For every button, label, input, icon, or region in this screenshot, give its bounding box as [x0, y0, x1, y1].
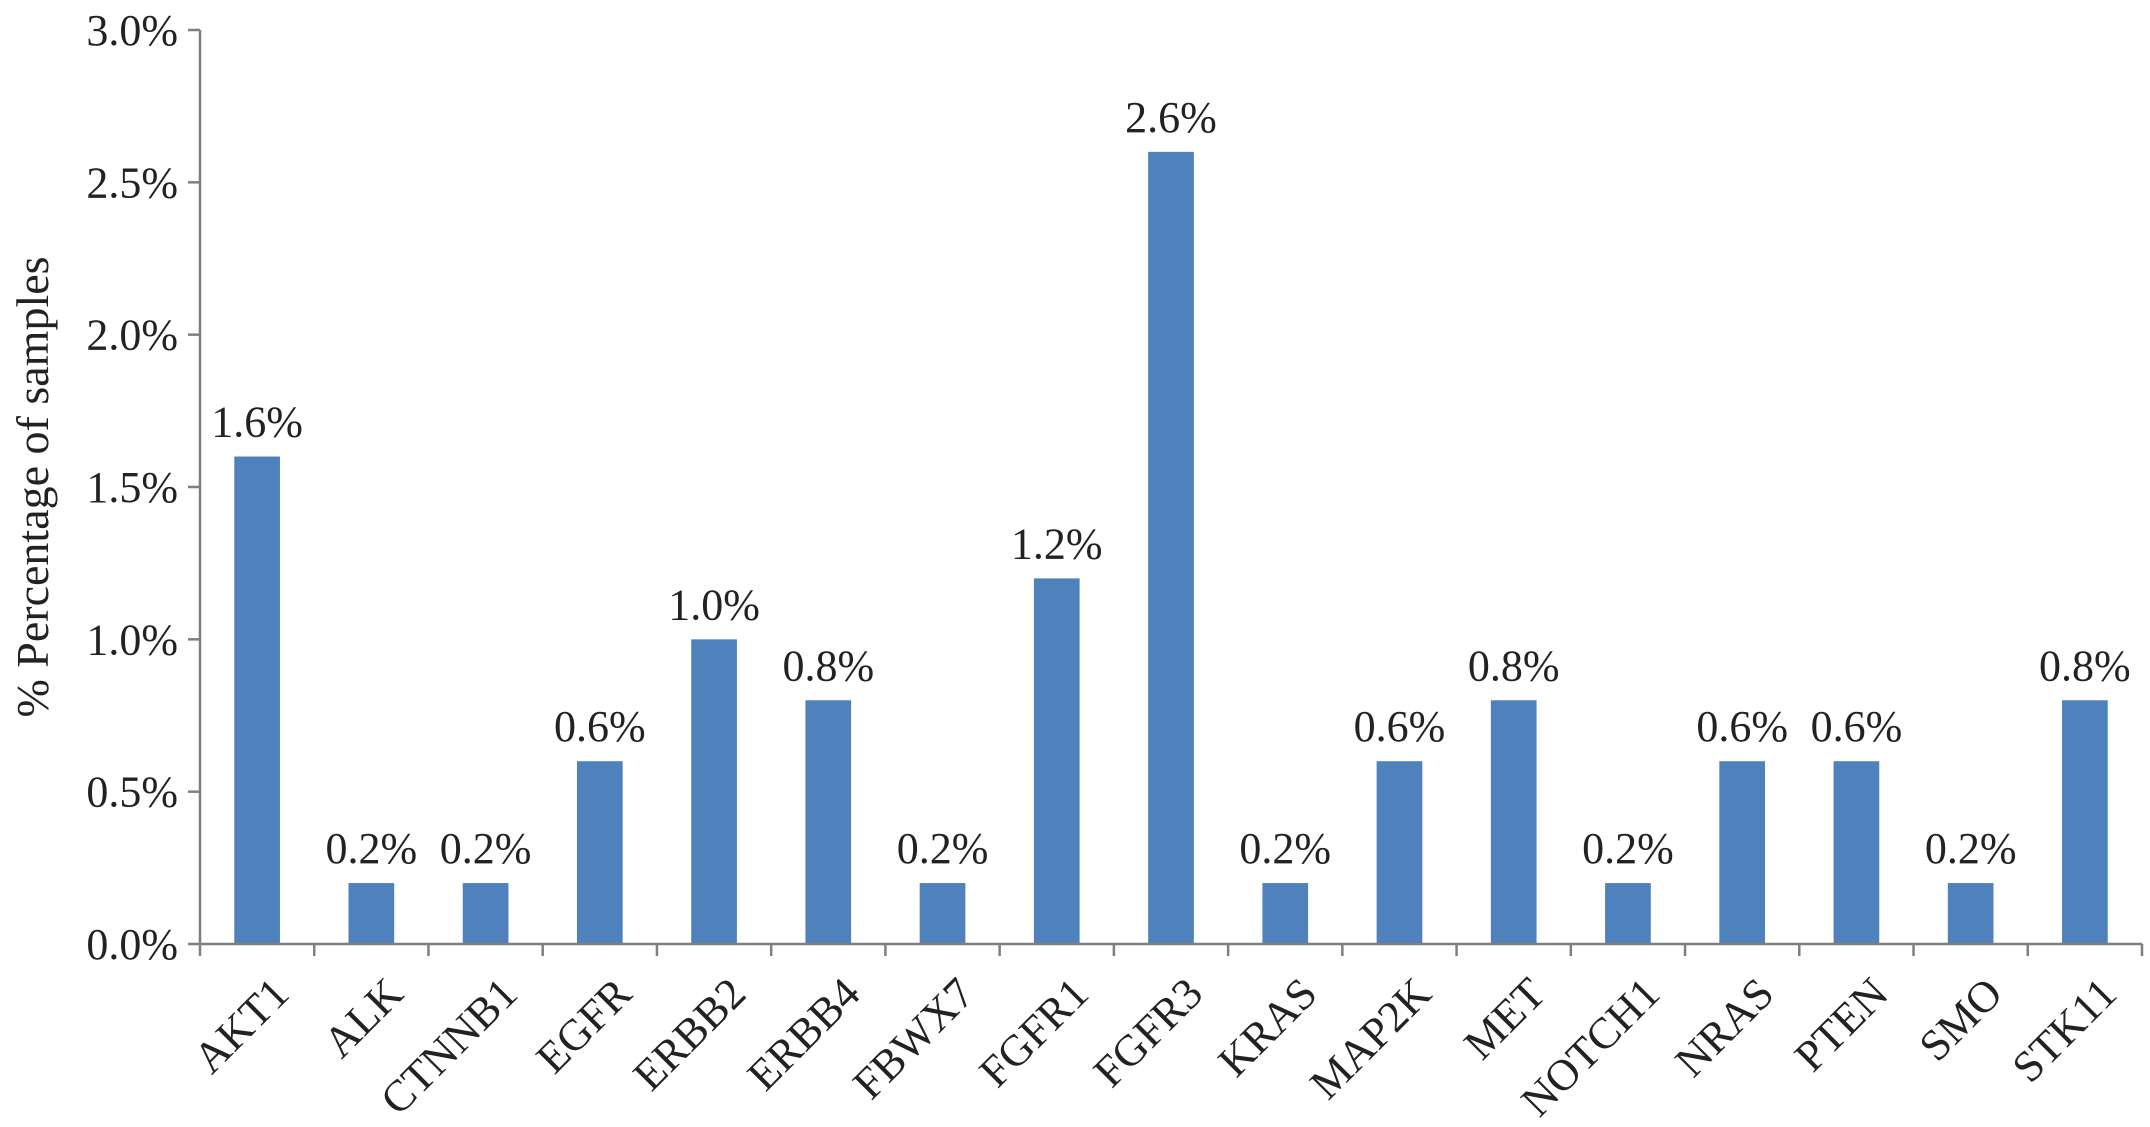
- data-label-fgfr3: 2.6%: [1125, 93, 1217, 142]
- x-tick-label: NRAS: [1666, 968, 1784, 1086]
- bar-erbb4: [805, 700, 852, 944]
- x-tick-label: FGFR1: [970, 968, 1098, 1096]
- y-axis: 0.0% 0.5% 1.0% 1.5% 2.0% 2.5% 3.0%: [86, 6, 202, 969]
- x-tick-label: PTEN: [1785, 968, 1897, 1080]
- y-tick-label: 0.0%: [86, 920, 178, 969]
- x-tick-label: MET: [1455, 968, 1555, 1068]
- data-label-erbb4: 0.8%: [782, 641, 874, 690]
- data-label-egfr: 0.6%: [554, 702, 646, 751]
- bar-alk: [348, 883, 395, 944]
- y-tick-label: 3.0%: [86, 6, 178, 55]
- bar-smo: [1947, 883, 1994, 944]
- y-tick-label: 1.0%: [86, 615, 178, 664]
- bar-stk11: [2062, 700, 2108, 944]
- x-tick-label: SMO: [1910, 968, 2012, 1070]
- data-label-map2k: 0.6%: [1354, 702, 1446, 751]
- data-label-nras: 0.6%: [1696, 702, 1788, 751]
- data-label-smo: 0.2%: [1925, 824, 2017, 873]
- bar-map2k: [1376, 761, 1423, 944]
- y-axis-title: % Percentage of samples: [7, 256, 58, 717]
- bar-fbwx7: [919, 883, 966, 944]
- data-label-met: 0.8%: [1468, 641, 1560, 690]
- bar-series: [234, 151, 2108, 944]
- y-tick-label: 2.0%: [86, 311, 178, 360]
- x-tick-label: MAP2K: [1300, 968, 1440, 1108]
- bar-pten: [1833, 761, 1880, 944]
- data-label-fbwx7: 0.2%: [897, 824, 989, 873]
- data-label-alk: 0.2%: [326, 824, 418, 873]
- data-label-fgfr1: 1.2%: [1011, 519, 1103, 568]
- x-tick-label: FGFR3: [1084, 968, 1212, 1096]
- data-label-erbb2: 1.0%: [668, 580, 760, 629]
- y-tick-label: 0.5%: [86, 768, 178, 817]
- data-labels: 1.6% 0.2% 0.2% 0.6% 1.0% 0.8% 0.2% 1.2% 2.6% 0.2%…: [211, 93, 2130, 873]
- data-label-akt1: 1.6%: [211, 398, 303, 447]
- data-label-pten: 0.6%: [1811, 702, 1903, 751]
- x-tick-label: ALK: [314, 968, 413, 1067]
- data-label-notch1: 0.2%: [1582, 824, 1674, 873]
- x-tick-label: ERBB2: [624, 968, 755, 1099]
- bar-akt1: [234, 456, 280, 944]
- bar-nras: [1719, 761, 1766, 944]
- bar-kras: [1262, 883, 1309, 944]
- x-tick-label: AKT1: [184, 968, 298, 1082]
- bar-fgfr3: [1148, 151, 1194, 944]
- x-tick-label: FBWX7: [844, 968, 984, 1108]
- y-tick-label: 2.5%: [86, 158, 178, 207]
- data-label-kras: 0.2%: [1239, 824, 1331, 873]
- bar-egfr: [576, 761, 623, 944]
- bar-notch1: [1605, 883, 1651, 944]
- y-tick-label: 1.5%: [86, 463, 178, 512]
- bar-fgfr1: [1033, 578, 1080, 944]
- bar-erbb2: [691, 639, 737, 944]
- bar-ctnnb1: [462, 883, 509, 944]
- x-tick-label: STK11: [2003, 968, 2126, 1091]
- data-label-ctnnb1: 0.2%: [440, 824, 532, 873]
- bar-met: [1490, 700, 1537, 944]
- data-label-stk11: 0.8%: [2039, 641, 2131, 690]
